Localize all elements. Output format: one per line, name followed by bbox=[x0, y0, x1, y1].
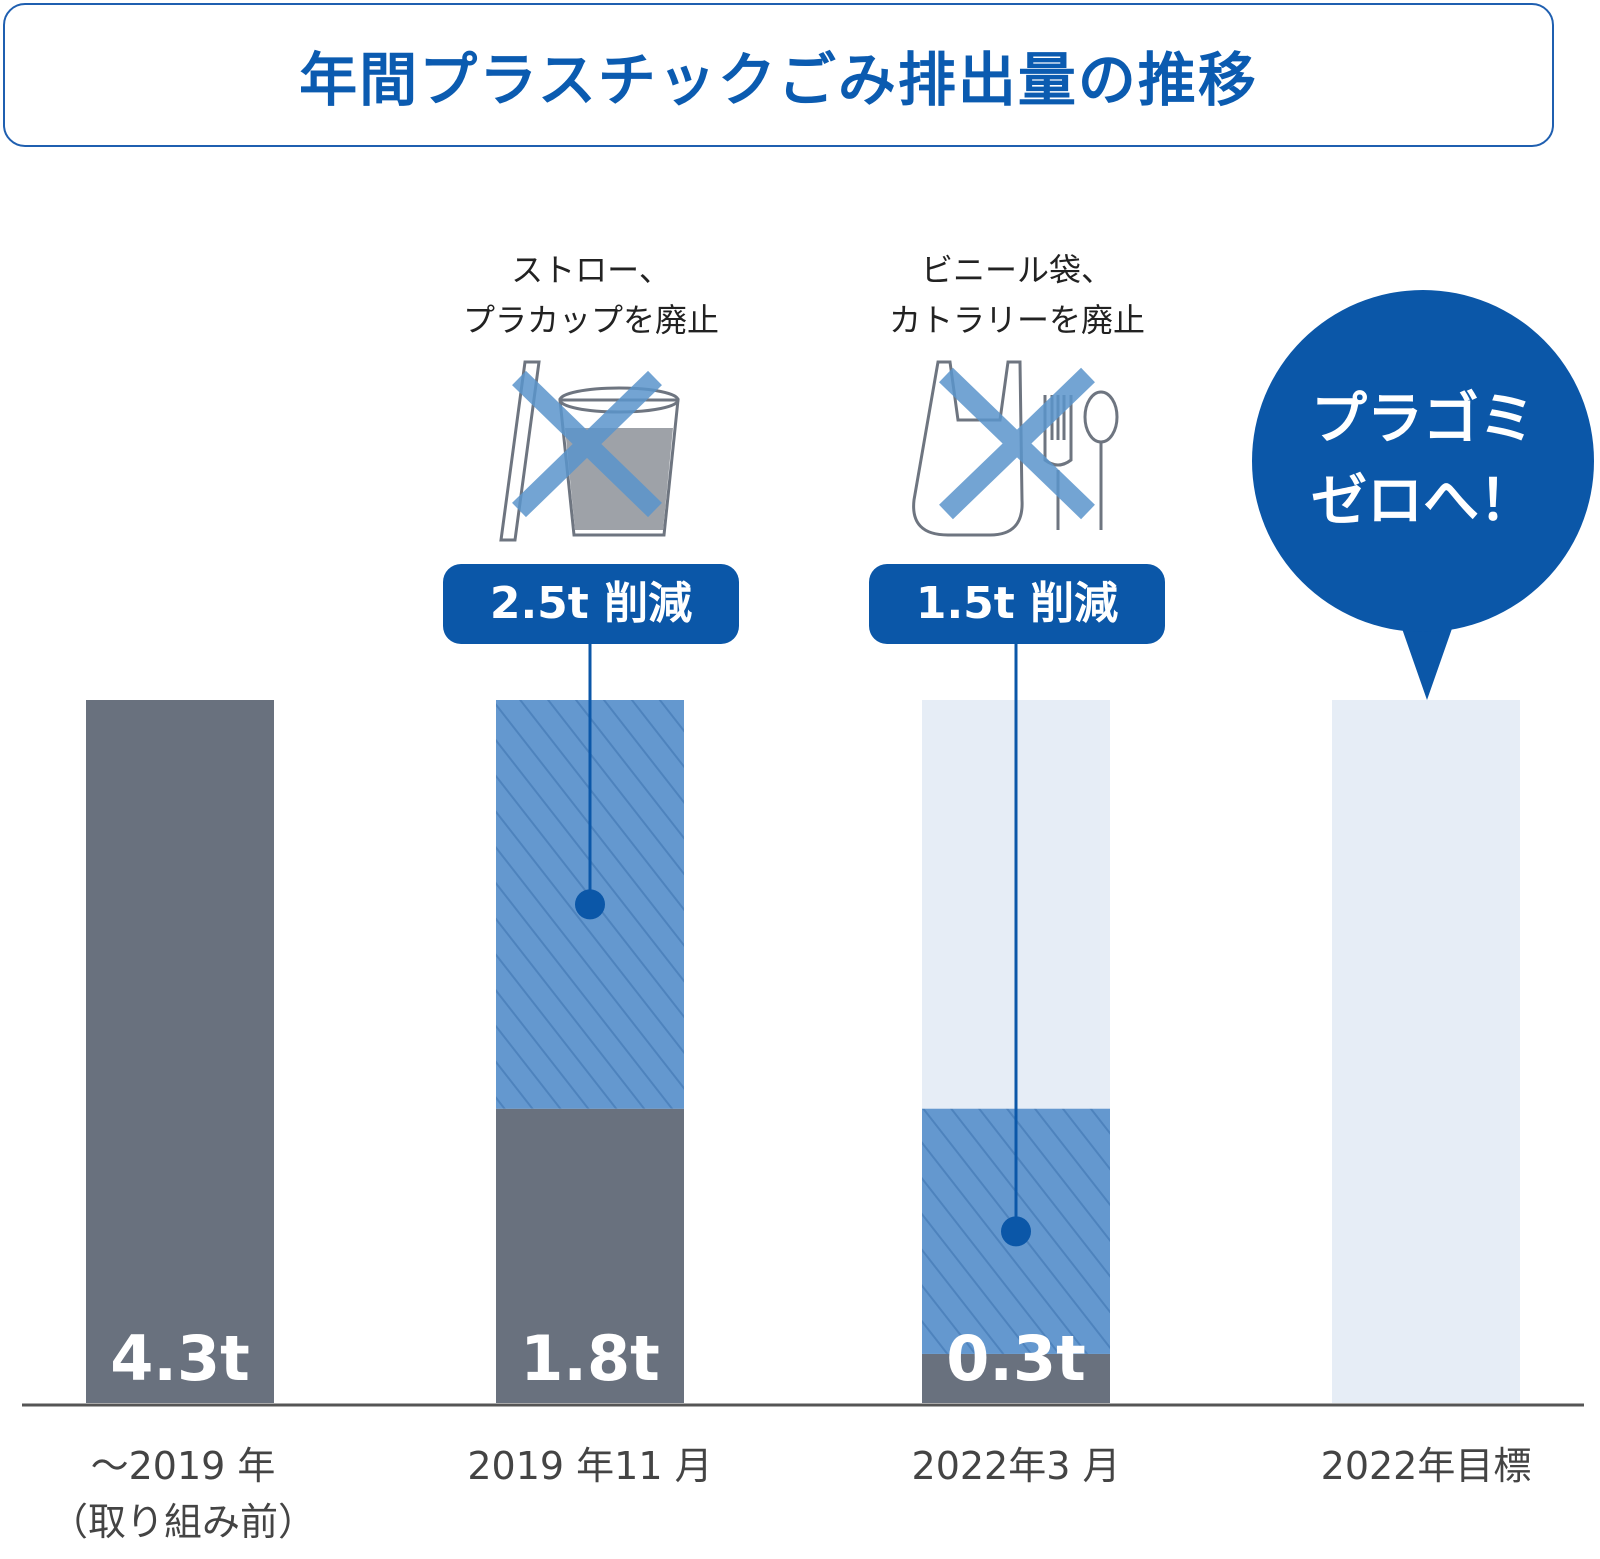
reduction-label-1: 2.5t 削減 bbox=[489, 578, 693, 629]
reduction-callout-1: 2.5t 削減 bbox=[443, 564, 739, 644]
category-label-1: 2019 年11 月 bbox=[410, 1438, 770, 1494]
note-1: ストロー、プラカップを廃止 bbox=[381, 245, 801, 345]
reduction-callout-2: 1.5t 削減 bbox=[869, 564, 1165, 644]
category-2-line1: 2022年3 月 bbox=[911, 1444, 1121, 1488]
value-label-2: 0.3t bbox=[946, 1322, 1085, 1395]
note-1-line-1: プラカップを廃止 bbox=[462, 301, 719, 339]
category-label-0: ～2019 年 （取り組み前） bbox=[3, 1438, 363, 1550]
category-0-line1: ～2019 年 bbox=[90, 1444, 276, 1488]
cross-icon-2 bbox=[939, 367, 1095, 520]
title-box: 年間プラスチックごみ排出量の推移 bbox=[3, 3, 1554, 147]
cross-icon-1 bbox=[512, 370, 662, 518]
note-2-line-0: ビニール袋、 bbox=[920, 251, 1113, 289]
emission-bar-1 bbox=[496, 1108, 684, 1403]
callout-dot-1 bbox=[575, 889, 605, 920]
note-1-line-0: ストロー、 bbox=[511, 251, 671, 289]
callout-dot-2 bbox=[1001, 1216, 1031, 1247]
reduction-label-2: 1.5t 削減 bbox=[915, 578, 1119, 629]
emission-bar-2 bbox=[922, 1353, 1110, 1403]
category-label-3: 2022年目標 bbox=[1246, 1438, 1600, 1494]
note-straw-cup: ストロー、プラカップを廃止 bbox=[381, 245, 801, 345]
category-0-line2: （取り組み前） bbox=[49, 1500, 316, 1544]
category-label-2: 2022年3 月 bbox=[836, 1438, 1196, 1494]
category-3-line1: 2022年目標 bbox=[1320, 1444, 1532, 1488]
note-bag-cutlery: ビニール袋、 カトラリーを廃止 bbox=[807, 245, 1227, 345]
goal-bubble: プラゴミ ゼロへ！ bbox=[1252, 290, 1594, 632]
emission-bar-0 bbox=[86, 700, 274, 1403]
value-label-1: 1.8t bbox=[520, 1322, 659, 1395]
note-2: ビニール袋、 カトラリーを廃止 bbox=[807, 245, 1227, 345]
goal-bubble-tail bbox=[1399, 620, 1455, 700]
chart-title: 年間プラスチックごみ排出量の推移 bbox=[299, 46, 1258, 114]
bar-background-3 bbox=[1332, 700, 1520, 1403]
goal-line-2: ゼロへ！ bbox=[1311, 469, 1535, 534]
note-2-line-1: カトラリーを廃止 bbox=[888, 301, 1145, 339]
value-label-0: 4.3t bbox=[110, 1322, 249, 1395]
category-1-line1: 2019 年11 月 bbox=[467, 1444, 713, 1488]
goal-line-1: プラゴミ bbox=[1311, 387, 1535, 452]
